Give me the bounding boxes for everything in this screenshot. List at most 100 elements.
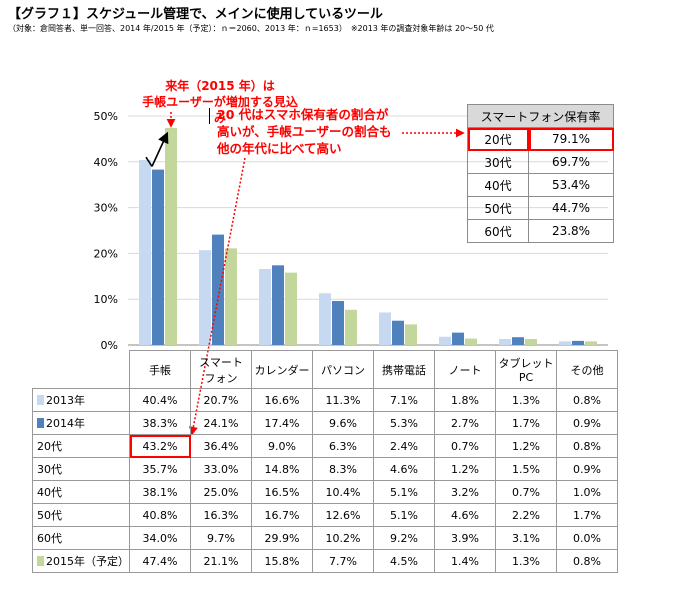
row-label: 60代	[32, 526, 130, 550]
y-tick-label: 40%	[94, 156, 118, 169]
smartphone-rate: 69.7%	[528, 150, 614, 174]
callout-twenties: 20 代はスマホ保有者の割合が 高いが、手帳ユーザーの割合も 他の年代に比べて高…	[217, 106, 417, 157]
row-label: 2013年	[32, 388, 130, 412]
bar	[499, 339, 511, 345]
y-tick-label: 20%	[94, 247, 118, 260]
table-cell: 33.0%	[190, 457, 252, 481]
bar	[585, 341, 597, 345]
table-cell: 4.6%	[373, 457, 435, 481]
bar	[152, 169, 164, 345]
table-cell: 1.3%	[495, 549, 557, 573]
callout-next-year-line2: 手帳ユーザーが増加する見込み	[142, 95, 298, 125]
legend-swatch	[37, 395, 44, 405]
table-cell: 1.3%	[495, 388, 557, 412]
smartphone-row: 20代 79.1%	[467, 127, 614, 151]
smartphone-age: 30代	[467, 150, 529, 174]
table-cell: 3.2%	[434, 480, 496, 504]
category-label: タブレット PC	[495, 350, 557, 389]
table-cell: 16.3%	[190, 503, 252, 527]
table-cell: 29.9%	[251, 526, 313, 550]
table-cell: 2.7%	[434, 411, 496, 435]
callout-twenties-line3: 他の年代に比べて高い	[217, 141, 342, 156]
table-cell: 40.8%	[129, 503, 191, 527]
row-label-text: 50代	[37, 509, 62, 522]
smartphone-age: 60代	[467, 219, 529, 243]
table-cell: 0.9%	[556, 457, 618, 481]
table-row: 2015年（予定） 47.4% 21.1% 15.8% 7.7% 4.5% 1.4% 1.3%…	[32, 549, 618, 573]
table-cell: 5.1%	[373, 503, 435, 527]
category-label: スマート フォン	[190, 350, 252, 389]
corner-cell	[33, 351, 130, 389]
legend-swatch	[37, 418, 44, 428]
y-tick-label: 50%	[94, 110, 118, 123]
bar	[559, 341, 571, 345]
smartphone-table-header: スマートフォン保有率	[467, 104, 614, 128]
bar	[439, 336, 451, 345]
category-header-row: 手帳 スマート フォン カレンダー パソコン 携帯電話 ノート タブレット PC そ…	[33, 350, 618, 389]
data-table: 手帳 スマート フォン カレンダー パソコン 携帯電話 ノート タブレット PC そ…	[32, 350, 618, 573]
bar	[465, 338, 477, 345]
table-cell: 0.8%	[556, 434, 618, 458]
y-tick-label: 10%	[94, 293, 118, 306]
bar	[572, 340, 584, 345]
table-cell: 36.4%	[190, 434, 252, 458]
bar	[405, 324, 417, 345]
smartphone-row: 30代 69.7%	[467, 150, 614, 174]
callout-next-year: 来年（2015 年）は 手帳ユーザーが増加する見込み	[140, 78, 300, 126]
table-cell: 38.1%	[129, 480, 191, 504]
table-cell: 35.7%	[129, 457, 191, 481]
y-tick-label: 0%	[101, 339, 118, 352]
table-cell: 10.4%	[312, 480, 374, 504]
table-cell: 5.1%	[373, 480, 435, 504]
table-cell: 9.7%	[190, 526, 252, 550]
table-cell: 6.3%	[312, 434, 374, 458]
table-cell: 0.8%	[556, 549, 618, 573]
table-cell: 25.0%	[190, 480, 252, 504]
category-label: ノート	[434, 350, 496, 389]
category-label: 手帳	[129, 350, 191, 389]
table-cell: 4.6%	[434, 503, 496, 527]
table-cell: 16.5%	[251, 480, 313, 504]
table-cell: 7.7%	[312, 549, 374, 573]
table-cell: 1.5%	[495, 457, 557, 481]
table-cell: 4.5%	[373, 549, 435, 573]
table-cell: 16.7%	[251, 503, 313, 527]
smartphone-row: 60代 23.8%	[467, 219, 614, 243]
bar	[512, 337, 524, 345]
row-label: 20代	[32, 434, 130, 458]
increase-arrow	[151, 131, 169, 167]
table-cell: 1.8%	[434, 388, 496, 412]
category-label: 携帯電話	[373, 350, 435, 389]
smartphone-rate: 53.4%	[528, 173, 614, 197]
table-cell: 9.0%	[251, 434, 313, 458]
row-label-text: 2015年（予定）	[46, 555, 129, 568]
smartphone-age: 20代	[467, 127, 529, 151]
row-label: 2014年	[32, 411, 130, 435]
table-cell: 5.3%	[373, 411, 435, 435]
row-label: 30代	[32, 457, 130, 481]
bar	[525, 339, 537, 345]
increase-arrow-tail	[145, 156, 153, 167]
table-row: 2013年 40.4% 20.7% 16.6% 11.3% 7.1% 1.8% 1.3% 0.8…	[32, 388, 618, 412]
row-label: 2015年（予定）	[32, 549, 130, 573]
category-label: パソコン	[312, 350, 374, 389]
table-cell: 16.6%	[251, 388, 313, 412]
table-cell: 9.2%	[373, 526, 435, 550]
table-cell: 9.6%	[312, 411, 374, 435]
smartphone-age: 40代	[467, 173, 529, 197]
row-label-text: 2013年	[46, 394, 85, 407]
bar	[319, 293, 331, 345]
smartphone-rate: 44.7%	[528, 196, 614, 220]
bar	[225, 248, 237, 345]
table-cell: 1.4%	[434, 549, 496, 573]
table-row: 20代 43.2% 36.4% 9.0% 6.3% 2.4% 0.7% 1.2% 0.8%	[32, 434, 618, 458]
category-label: その他	[556, 350, 618, 389]
callout-twenties-line1: 20 代はスマホ保有者の割合が	[217, 107, 389, 122]
bar	[139, 159, 151, 345]
bar	[392, 320, 404, 345]
table-cell: 47.4%	[129, 549, 191, 573]
table-cell: 0.7%	[434, 434, 496, 458]
table-cell: 0.9%	[556, 411, 618, 435]
bar	[272, 265, 284, 345]
